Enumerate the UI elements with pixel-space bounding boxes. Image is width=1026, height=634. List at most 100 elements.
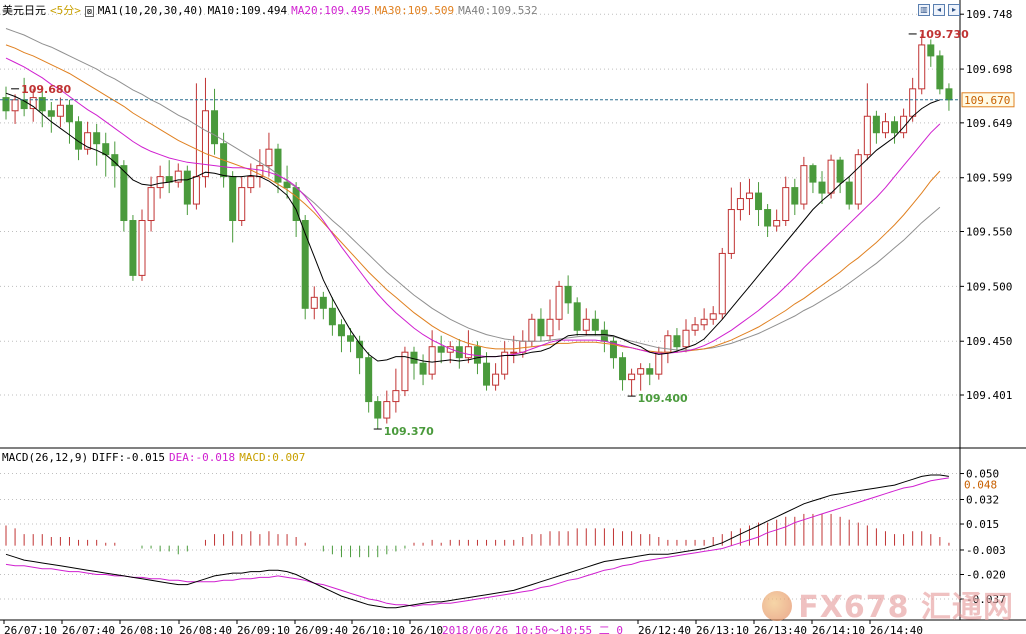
candle-body[interactable]	[936, 55, 944, 90]
candle-body[interactable]	[818, 181, 826, 194]
candle-body[interactable]	[11, 99, 19, 112]
candle-body[interactable]	[183, 170, 191, 205]
indicator-icon[interactable]: ⊠	[84, 6, 94, 17]
candle-body[interactable]	[501, 351, 509, 375]
candle-body[interactable]	[555, 285, 563, 320]
candle-body[interactable]	[510, 351, 518, 354]
candle-body[interactable]	[492, 373, 500, 386]
candle-body[interactable]	[437, 346, 445, 353]
candle-body[interactable]	[591, 318, 599, 331]
candle-body[interactable]	[56, 104, 64, 117]
candle-body[interactable]	[120, 165, 128, 222]
candle-body[interactable]	[909, 88, 917, 117]
candle-body[interactable]	[238, 187, 246, 222]
candle-body[interactable]	[519, 340, 527, 353]
candle-body[interactable]	[782, 187, 790, 222]
candle-body[interactable]	[945, 88, 953, 101]
candle-body[interactable]	[192, 176, 200, 205]
candle-body[interactable]	[854, 154, 862, 205]
candle-body[interactable]	[537, 318, 545, 337]
candle-body[interactable]	[374, 401, 382, 419]
candle-body[interactable]	[65, 104, 73, 123]
candle-body[interactable]	[428, 346, 436, 375]
candle-body[interactable]	[201, 110, 209, 178]
candle-body[interactable]	[247, 176, 255, 189]
candle-body[interactable]	[211, 110, 219, 145]
candle-body[interactable]	[464, 346, 472, 359]
candle-body[interactable]	[84, 132, 92, 150]
candle-body[interactable]	[383, 401, 391, 419]
candle-body[interactable]	[401, 351, 409, 392]
candle-body[interactable]	[283, 181, 291, 189]
candle-body[interactable]	[872, 115, 880, 134]
candle-body[interactable]	[310, 296, 318, 309]
candle-body[interactable]	[564, 285, 572, 304]
candle-body[interactable]	[20, 99, 28, 110]
candle-body[interactable]	[102, 143, 110, 156]
candle-body[interactable]	[800, 165, 808, 205]
candle-body[interactable]	[673, 335, 681, 348]
scroll-left-icon[interactable]: ◂	[933, 4, 945, 16]
candle-body[interactable]	[337, 324, 345, 337]
candle-body[interactable]	[619, 357, 627, 381]
candle-body[interactable]	[75, 121, 83, 150]
candle-body[interactable]	[891, 121, 899, 134]
candle-body[interactable]	[573, 302, 581, 331]
candle-body[interactable]	[147, 187, 155, 222]
candle-body[interactable]	[483, 362, 491, 386]
candle-body[interactable]	[29, 97, 37, 110]
candle-body[interactable]	[419, 362, 427, 375]
candle-body[interactable]	[392, 390, 400, 403]
candle-body[interactable]	[47, 110, 55, 117]
candle-body[interactable]	[773, 220, 781, 227]
candle-body[interactable]	[410, 351, 418, 364]
candle-body[interactable]	[528, 318, 536, 342]
scroll-right-icon[interactable]: ▸	[948, 4, 960, 16]
candle-body[interactable]	[682, 329, 690, 348]
candle-body[interactable]	[93, 132, 101, 145]
period-label[interactable]: <5分>	[50, 4, 81, 17]
candle-body[interactable]	[791, 187, 799, 205]
candle-body[interactable]	[365, 357, 373, 403]
candle-body[interactable]	[637, 368, 645, 375]
candle-body[interactable]	[38, 97, 46, 112]
candle-body[interactable]	[174, 170, 182, 183]
candle-body[interactable]	[229, 176, 237, 222]
candle-body[interactable]	[628, 373, 636, 381]
candle-body[interactable]	[863, 115, 871, 156]
layout-icon[interactable]: ▥	[918, 4, 930, 16]
candle-body[interactable]	[301, 220, 309, 309]
candle-body[interactable]	[274, 148, 282, 183]
candle-body[interactable]	[265, 148, 273, 167]
candle-body[interactable]	[809, 165, 817, 183]
candle-body[interactable]	[745, 192, 753, 200]
candle-body[interactable]	[845, 181, 853, 205]
candle-body[interactable]	[927, 44, 935, 57]
candle-body[interactable]	[691, 324, 699, 331]
candle-body[interactable]	[319, 296, 327, 309]
candle-body[interactable]	[918, 44, 926, 90]
candle-body[interactable]	[138, 220, 146, 276]
candle-body[interactable]	[736, 198, 744, 211]
candle-body[interactable]	[900, 115, 908, 134]
candle-body[interactable]	[546, 318, 554, 337]
candle-body[interactable]	[582, 318, 590, 331]
candle-body[interactable]	[718, 252, 726, 315]
candle-body[interactable]	[709, 313, 717, 320]
candle-body[interactable]	[700, 318, 708, 326]
candle-body[interactable]	[755, 192, 763, 211]
candle-body[interactable]	[664, 335, 672, 353]
candle-body[interactable]	[129, 220, 137, 276]
candle-body[interactable]	[727, 209, 735, 254]
candle-body[interactable]	[836, 159, 844, 183]
candle-body[interactable]	[764, 209, 772, 227]
candle-body[interactable]	[827, 159, 835, 194]
candle-body[interactable]	[881, 121, 889, 134]
candle-body[interactable]	[356, 340, 364, 359]
candle-body[interactable]	[2, 97, 10, 112]
candle-body[interactable]	[347, 335, 355, 342]
candle-body[interactable]	[609, 340, 617, 359]
candle-body[interactable]	[328, 307, 336, 326]
candle-body[interactable]	[156, 176, 164, 189]
